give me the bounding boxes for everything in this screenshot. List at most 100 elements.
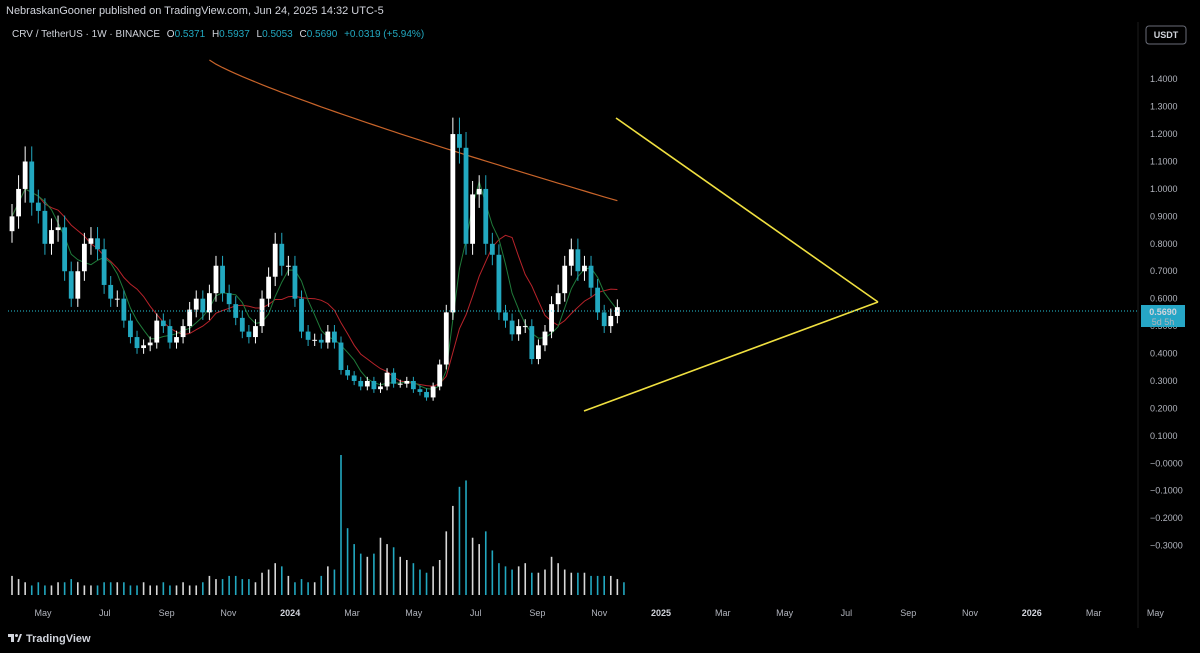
- candle-body[interactable]: [121, 298, 127, 321]
- candle-body[interactable]: [536, 345, 541, 360]
- candle-body[interactable]: [239, 317, 245, 332]
- candle-body[interactable]: [476, 188, 482, 195]
- trendline-upper[interactable]: [615, 117, 879, 303]
- candle-body[interactable]: [496, 254, 502, 313]
- currency-button[interactable]: USDT: [1145, 25, 1187, 45]
- candle-body[interactable]: [141, 345, 146, 349]
- candle-body[interactable]: [68, 271, 74, 299]
- candle-body[interactable]: [154, 320, 160, 343]
- candle-body[interactable]: [35, 202, 41, 211]
- candle-body[interactable]: [147, 342, 153, 346]
- candle-body[interactable]: [246, 331, 252, 338]
- candle-body[interactable]: [437, 364, 443, 387]
- candle-body[interactable]: [88, 238, 94, 244]
- candle-body[interactable]: [160, 320, 166, 327]
- candle-body[interactable]: [299, 298, 304, 332]
- tradingview-logo[interactable]: TradingView: [8, 633, 91, 645]
- candle-body[interactable]: [62, 227, 68, 272]
- candle-body[interactable]: [174, 337, 179, 343]
- candle-body[interactable]: [101, 249, 107, 285]
- candle-body[interactable]: [9, 216, 15, 232]
- candle-body[interactable]: [259, 298, 265, 327]
- candle-body[interactable]: [384, 372, 390, 387]
- candle-body[interactable]: [22, 161, 28, 189]
- candle-body[interactable]: [489, 243, 495, 255]
- candle-body[interactable]: [338, 342, 344, 370]
- candle-body[interactable]: [305, 331, 311, 340]
- candle-body[interactable]: [397, 383, 403, 385]
- candle-body[interactable]: [285, 265, 291, 267]
- candle-body[interactable]: [371, 380, 377, 390]
- candle-body[interactable]: [29, 161, 35, 203]
- candle-body[interactable]: [233, 304, 239, 318]
- candle-body[interactable]: [55, 227, 61, 231]
- candle-body[interactable]: [529, 326, 535, 360]
- candle-body[interactable]: [213, 265, 219, 294]
- candle-body[interactable]: [272, 243, 278, 277]
- candle-body[interactable]: [325, 331, 331, 343]
- candle-body[interactable]: [410, 380, 416, 390]
- candle-body[interactable]: [549, 304, 554, 332]
- candle-body[interactable]: [562, 265, 568, 294]
- candle-body[interactable]: [207, 293, 212, 313]
- candle-body[interactable]: [128, 320, 133, 338]
- candle-body[interactable]: [42, 210, 48, 244]
- candle-body[interactable]: [404, 380, 410, 384]
- candle-body[interactable]: [167, 326, 173, 343]
- candle-body[interactable]: [81, 243, 87, 272]
- candle-body[interactable]: [522, 326, 528, 328]
- candles[interactable]: [9, 117, 620, 401]
- candle-body[interactable]: [292, 265, 298, 299]
- candle-body[interactable]: [200, 298, 206, 313]
- candle-body[interactable]: [424, 391, 429, 398]
- candle-body[interactable]: [114, 298, 120, 300]
- candle-body[interactable]: [595, 287, 601, 313]
- candle-body[interactable]: [226, 293, 232, 305]
- candle-body[interactable]: [417, 389, 423, 392]
- candle-body[interactable]: [266, 276, 272, 299]
- candle-body[interactable]: [588, 265, 594, 288]
- candle-body[interactable]: [450, 134, 456, 313]
- candle-body[interactable]: [457, 134, 462, 148]
- candle-body[interactable]: [463, 147, 469, 244]
- candle-body[interactable]: [364, 380, 370, 387]
- candle-body[interactable]: [108, 284, 114, 299]
- candle-body[interactable]: [483, 188, 489, 244]
- candle-body[interactable]: [601, 312, 607, 327]
- candle-body[interactable]: [391, 372, 397, 384]
- candle-body[interactable]: [378, 386, 383, 390]
- trendline-lower[interactable]: [583, 301, 879, 412]
- candle-body[interactable]: [351, 375, 357, 381]
- candle-body[interactable]: [253, 326, 258, 338]
- candle-body[interactable]: [134, 337, 140, 349]
- candle-body[interactable]: [49, 230, 54, 244]
- candle-body[interactable]: [575, 249, 581, 272]
- candle-body[interactable]: [582, 265, 587, 272]
- candle-body[interactable]: [16, 188, 21, 217]
- candle-body[interactable]: [509, 320, 515, 335]
- candle-body[interactable]: [555, 293, 561, 305]
- candle-body[interactable]: [608, 315, 614, 327]
- candle-body[interactable]: [180, 326, 186, 338]
- candle-body[interactable]: [332, 331, 337, 343]
- candle-body[interactable]: [75, 271, 81, 299]
- candle-body[interactable]: [95, 238, 100, 250]
- candle-body[interactable]: [614, 307, 620, 316]
- candle-body[interactable]: [503, 312, 508, 321]
- time-axis[interactable]: May Jul Sep Nov 2024 Mar May Jul Sep Nov 2025 Mar Ma…: [34, 608, 1164, 618]
- triangle-trendlines[interactable]: [583, 117, 879, 412]
- candle-body[interactable]: [443, 312, 449, 365]
- candle-body[interactable]: [187, 309, 193, 327]
- candle-body[interactable]: [193, 298, 199, 310]
- candle-body[interactable]: [470, 194, 475, 244]
- price-chart[interactable]: CRV / TetherUS · 1W · BINANCE O0.5371 H0…: [0, 22, 1200, 628]
- candle-body[interactable]: [568, 249, 574, 266]
- candle-body[interactable]: [345, 369, 350, 376]
- candle-body[interactable]: [542, 331, 548, 346]
- candle-body[interactable]: [318, 339, 324, 343]
- candle-body[interactable]: [430, 386, 436, 398]
- candle-body[interactable]: [279, 243, 285, 266]
- candle-body[interactable]: [220, 265, 225, 294]
- candle-body[interactable]: [312, 339, 318, 341]
- candle-body[interactable]: [358, 380, 364, 387]
